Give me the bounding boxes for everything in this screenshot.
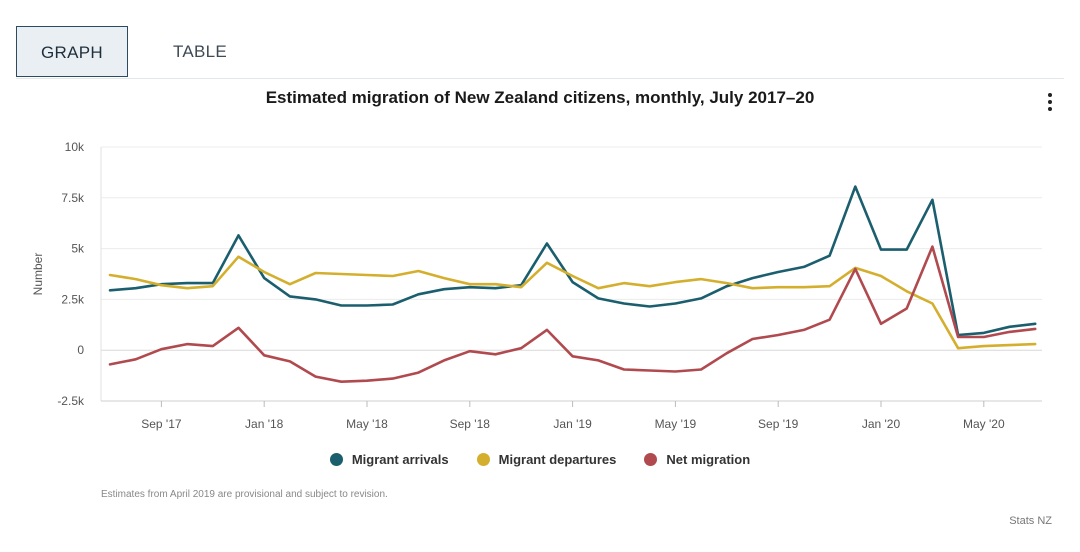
y-tick-label: 10k <box>65 140 85 154</box>
arrivals-line <box>108 185 1037 337</box>
x-tick-label: Jan '20 <box>862 417 901 431</box>
menu-dot <box>1048 100 1052 104</box>
x-tick-label: Sep '19 <box>758 417 799 431</box>
x-tick-label: May '18 <box>346 417 388 431</box>
menu-dot <box>1048 107 1052 111</box>
y-tick-label: 5k <box>71 242 85 256</box>
chart-title: Estimated migration of New Zealand citiz… <box>265 88 815 107</box>
legend-dot-icon <box>476 453 490 466</box>
provisional-note: Estimates from April 2019 are provisiona… <box>101 489 388 500</box>
chart-legend: Migrant arrivals Migrant departures Net mi… <box>0 452 1080 467</box>
tab-table[interactable]: TABLE <box>172 42 228 61</box>
departures-line <box>108 255 1037 350</box>
menu-dot <box>1048 93 1052 97</box>
net-migration-line <box>108 245 1037 384</box>
source-credit: Stats NZ <box>1009 515 1052 527</box>
y-axis-title: Number <box>31 253 45 296</box>
legend-label: Net migration <box>666 452 751 467</box>
legend-item[interactable]: Migrant departures <box>476 452 617 467</box>
x-tick-label: May '19 <box>655 417 697 431</box>
legend-dot-icon <box>644 453 658 466</box>
y-tick-label: 2.5k <box>61 292 85 306</box>
legend-dot-icon <box>329 453 343 466</box>
x-tick-label: Sep '17 <box>141 417 182 431</box>
y-tick-label: 7.5k <box>61 191 85 205</box>
legend-label: Migrant arrivals <box>351 452 449 467</box>
x-tick-label: Jan '19 <box>553 417 592 431</box>
y-tick-label: -2.5k <box>57 394 85 408</box>
legend-label: Migrant departures <box>498 452 617 467</box>
x-tick-label: Jan '18 <box>245 417 284 431</box>
chart-menu-icon[interactable] <box>1040 93 1060 115</box>
tab-graph[interactable]: GRAPH <box>16 26 128 77</box>
y-tick-label: 0 <box>77 343 84 357</box>
view-tabs: GRAPH TABLE <box>16 26 1064 79</box>
legend-item[interactable]: Migrant arrivals <box>329 452 449 467</box>
x-tick-label: May '20 <box>963 417 1005 431</box>
x-tick-label: Sep '18 <box>450 417 491 431</box>
legend-item[interactable]: Net migration <box>644 452 750 467</box>
